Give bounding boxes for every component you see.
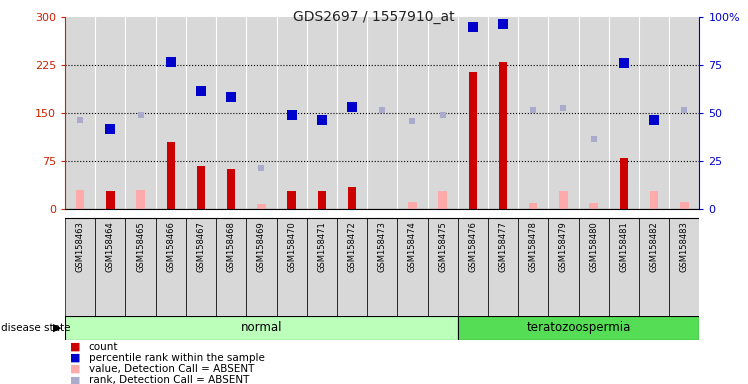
Bar (548, 218, 578, 317)
Text: teratozoospermia: teratozoospermia (527, 321, 631, 334)
Text: GSM158473: GSM158473 (378, 221, 387, 272)
Bar (126, 17, 156, 209)
Bar (337, 17, 367, 209)
Bar (307, 17, 337, 209)
Bar (307, 218, 337, 317)
Bar (65, 218, 95, 317)
Bar (468, 72, 477, 209)
Bar (428, 17, 458, 209)
Text: ■: ■ (70, 364, 81, 374)
Bar (367, 17, 397, 209)
Bar (76, 190, 85, 209)
Bar (529, 203, 538, 209)
Bar (246, 17, 277, 209)
Text: GSM158464: GSM158464 (106, 221, 115, 272)
Bar (65, 17, 95, 209)
Bar (560, 191, 568, 209)
Text: ■: ■ (70, 353, 81, 363)
Bar (408, 202, 417, 209)
Text: normal: normal (241, 321, 282, 334)
Bar (216, 17, 246, 209)
Bar (397, 17, 428, 209)
Bar (227, 169, 236, 209)
Text: ■: ■ (70, 375, 81, 384)
Bar (639, 218, 669, 317)
Bar (458, 17, 488, 209)
Text: GSM158466: GSM158466 (166, 221, 175, 272)
Bar (257, 204, 266, 209)
Text: ▶: ▶ (53, 323, 61, 333)
Bar (548, 17, 578, 209)
Bar (609, 218, 639, 317)
Text: GSM158479: GSM158479 (559, 221, 568, 272)
Bar (246, 218, 277, 317)
Text: GSM158469: GSM158469 (257, 221, 266, 272)
Bar (639, 17, 669, 209)
Bar (95, 17, 126, 209)
Bar (438, 191, 447, 209)
Text: GSM158481: GSM158481 (619, 221, 628, 272)
Bar (186, 17, 216, 209)
Bar (458, 218, 488, 317)
Bar (197, 166, 205, 209)
Text: rank, Detection Call = ABSENT: rank, Detection Call = ABSENT (88, 375, 249, 384)
Text: GSM158475: GSM158475 (438, 221, 447, 272)
Bar (428, 218, 458, 317)
Text: percentile rank within the sample: percentile rank within the sample (88, 353, 265, 363)
Bar (578, 17, 609, 209)
Text: ■: ■ (70, 342, 81, 352)
Bar (337, 218, 367, 317)
Bar (397, 218, 428, 317)
Text: GSM158478: GSM158478 (529, 221, 538, 272)
Text: GSM158470: GSM158470 (287, 221, 296, 272)
Bar (367, 218, 397, 317)
Text: GSM158465: GSM158465 (136, 221, 145, 272)
Text: disease state: disease state (1, 323, 70, 333)
Bar (106, 191, 114, 209)
Text: GSM158467: GSM158467 (197, 221, 206, 272)
Bar (458, 316, 699, 340)
Bar (499, 62, 507, 209)
Bar (669, 218, 699, 317)
Text: count: count (88, 342, 118, 352)
Bar (126, 218, 156, 317)
Text: GSM158477: GSM158477 (499, 221, 508, 272)
Text: GSM158474: GSM158474 (408, 221, 417, 272)
Bar (589, 203, 598, 209)
Bar (619, 158, 628, 209)
Bar (348, 187, 356, 209)
Bar (95, 218, 126, 317)
Bar (609, 17, 639, 209)
Bar (156, 218, 186, 317)
Bar (167, 142, 175, 209)
Bar (518, 17, 548, 209)
Bar (216, 218, 246, 317)
Bar (650, 191, 658, 209)
Bar (318, 191, 326, 209)
Bar (680, 202, 688, 209)
Bar (669, 17, 699, 209)
Text: GSM158471: GSM158471 (317, 221, 326, 272)
Bar (578, 218, 609, 317)
Bar (488, 17, 518, 209)
Bar (156, 17, 186, 209)
Bar (277, 218, 307, 317)
Text: GSM158468: GSM158468 (227, 221, 236, 272)
Text: value, Detection Call = ABSENT: value, Detection Call = ABSENT (88, 364, 254, 374)
Text: GSM158483: GSM158483 (680, 221, 689, 272)
Bar (186, 218, 216, 317)
Text: GSM158472: GSM158472 (348, 221, 357, 272)
Text: GSM158463: GSM158463 (76, 221, 85, 272)
Bar (136, 190, 145, 209)
Text: GDS2697 / 1557910_at: GDS2697 / 1557910_at (293, 10, 455, 23)
Bar (518, 218, 548, 317)
Bar (488, 218, 518, 317)
Bar (65, 316, 458, 340)
Bar (287, 191, 296, 209)
Text: GSM158480: GSM158480 (589, 221, 598, 272)
Bar (277, 17, 307, 209)
Text: GSM158482: GSM158482 (649, 221, 658, 272)
Text: GSM158476: GSM158476 (468, 221, 477, 272)
